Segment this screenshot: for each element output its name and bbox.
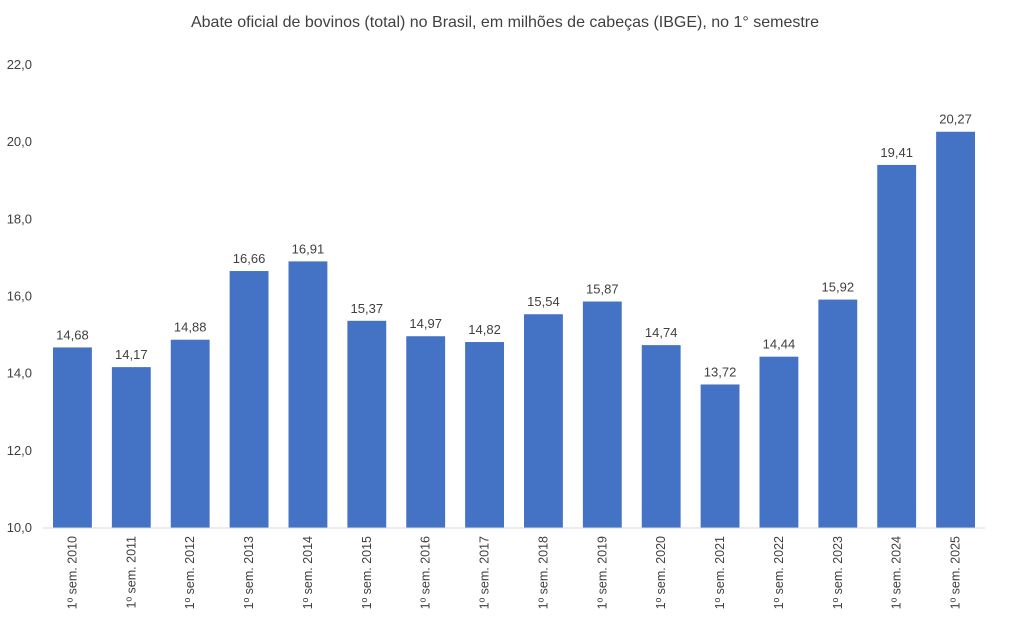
bar — [53, 347, 92, 528]
bar — [936, 131, 975, 528]
bars — [53, 131, 975, 528]
bar — [524, 314, 563, 528]
x-tick-label: 1º sem. 2012 — [183, 536, 197, 609]
bar — [818, 299, 858, 528]
bar — [347, 320, 387, 528]
bar — [759, 356, 799, 528]
y-tick-label: 18,0 — [7, 211, 32, 226]
data-label: 19,41 — [880, 145, 913, 160]
data-label: 15,37 — [351, 301, 384, 316]
y-tick-label: 10,0 — [7, 520, 32, 535]
x-tick-label: 1º sem. 2016 — [419, 536, 433, 609]
bar — [170, 339, 210, 528]
data-label: 20,27 — [939, 112, 972, 127]
data-label: 14,82 — [468, 322, 501, 337]
data-label: 14,97 — [409, 316, 442, 331]
bar — [877, 164, 917, 528]
x-tick-label: 1º sem. 2023 — [831, 536, 845, 609]
data-labels: 14,68 14,17 14,88 16,66 16,91 15,37 14,97 14,82… — [56, 112, 972, 380]
y-tick-label: 12,0 — [7, 443, 32, 458]
x-tick-label: 1º sem. 2019 — [595, 536, 609, 609]
data-label: 16,91 — [292, 241, 325, 256]
x-tick-label: 1º sem. 2022 — [772, 536, 786, 609]
x-tick-label: 1º sem. 2018 — [536, 536, 550, 609]
x-tick-label: 1º sem. 2013 — [242, 536, 256, 609]
data-label: 15,54 — [527, 294, 560, 309]
x-tick-label: 1º sem. 2015 — [360, 536, 374, 609]
data-label: 16,66 — [233, 251, 266, 266]
data-label: 14,74 — [645, 325, 678, 340]
data-label: 13,72 — [704, 364, 737, 379]
data-label: 15,92 — [822, 280, 855, 295]
bar — [465, 342, 504, 528]
y-tick-label: 14,0 — [7, 366, 32, 381]
bar — [582, 301, 622, 528]
data-label: 14,88 — [174, 320, 207, 335]
x-tick-label: 1º sem. 2024 — [890, 536, 904, 609]
x-tick-label: 1º sem. 2021 — [713, 536, 727, 609]
data-label: 14,44 — [763, 337, 796, 352]
data-label: 15,87 — [586, 282, 619, 297]
bar — [111, 367, 151, 528]
x-tick-label: 1º sem. 2017 — [478, 536, 492, 609]
chart-title: Abate oficial de bovinos (total) no Bras… — [191, 14, 819, 31]
bar — [406, 336, 446, 528]
x-tick-label: 1º sem. 2010 — [65, 536, 79, 609]
x-axis: 1º sem. 2010 1º sem. 2011 1º sem. 2012 1º s… — [43, 527, 985, 609]
data-label: 14,17 — [115, 347, 148, 362]
x-tick-label: 1º sem. 2014 — [301, 536, 315, 609]
bar — [641, 345, 681, 528]
y-tick-label: 20,0 — [7, 134, 32, 149]
y-tick-label: 16,0 — [7, 289, 32, 304]
y-tick-label: 22,0 — [7, 57, 32, 72]
bar — [229, 271, 269, 528]
x-tick-label: 1º sem. 2025 — [949, 536, 963, 609]
data-label: 14,68 — [56, 327, 89, 342]
bar — [288, 261, 328, 528]
bar — [700, 384, 740, 528]
x-tick-label: 1º sem. 2011 — [124, 536, 138, 608]
y-axis: 10,0 12,0 14,0 16,0 18,0 20,0 22,0 — [7, 57, 32, 535]
x-tick-label: 1º sem. 2020 — [654, 536, 668, 609]
